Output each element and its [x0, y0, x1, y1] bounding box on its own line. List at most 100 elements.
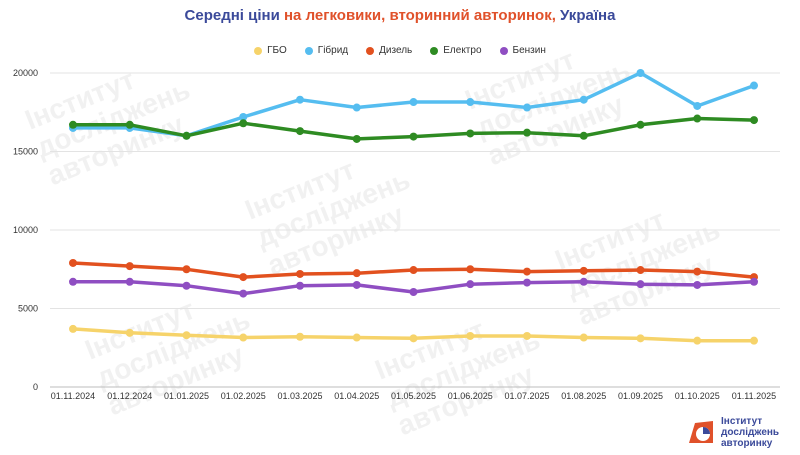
data-point: [636, 280, 645, 289]
logo-line1: Інститут: [721, 415, 763, 427]
legend-item: Дизель: [366, 45, 412, 56]
data-point: [125, 277, 134, 286]
y-tick-label: 5000: [18, 304, 38, 314]
legend-dot-icon: [366, 46, 375, 55]
data-point: [409, 98, 418, 107]
legend-label: Бензин: [512, 45, 546, 56]
logo-line3: авторинку: [721, 437, 773, 449]
data-point: [69, 120, 77, 129]
data-point: [693, 267, 702, 276]
data-point: [466, 98, 475, 107]
data-point: [239, 289, 248, 298]
title-part2: на легковики, вторинний авторинок,: [284, 7, 556, 24]
series-lines: [69, 69, 758, 345]
x-tick-label: 01.07.2025: [504, 391, 549, 401]
institute-logo: Інститут досліджень авторинку: [686, 413, 798, 451]
legend-dot-icon: [304, 46, 313, 55]
data-point: [693, 114, 702, 123]
data-point: [579, 333, 588, 342]
x-axis-ticks: 01.11.2024 01.12.2024 01.01.2025 01.02.2025…: [51, 391, 776, 401]
legend-dot-icon: [499, 46, 508, 55]
data-point: [523, 331, 531, 340]
data-point: [352, 333, 361, 342]
data-point: [182, 265, 191, 274]
x-tick-label: 01.02.2025: [221, 391, 266, 401]
data-point: [409, 132, 418, 141]
data-point: [352, 269, 361, 278]
legend-dot-icon: [254, 46, 263, 55]
data-point: [750, 116, 758, 125]
legend-item: Гібрид: [304, 45, 349, 56]
logo-text: Інститут досліджень авторинку: [721, 416, 779, 449]
legend-label: Гібрид: [317, 45, 349, 56]
data-point: [579, 131, 588, 140]
data-point: [523, 103, 531, 112]
data-point: [409, 288, 418, 297]
data-point: [296, 332, 304, 341]
title-part3: Україна: [560, 7, 616, 24]
data-point: [69, 277, 77, 286]
legend-item: Електро: [430, 45, 482, 56]
data-point: [466, 129, 475, 138]
data-point: [579, 95, 588, 104]
data-point: [125, 120, 134, 129]
x-tick-label: 01.09.2025: [618, 391, 663, 401]
data-point: [750, 277, 758, 286]
y-tick-label: 20000: [13, 68, 38, 78]
data-point: [636, 69, 645, 77]
x-tick-label: 01.11.2024: [51, 391, 95, 401]
data-point: [466, 331, 475, 340]
y-tick-label: 15000: [13, 147, 38, 157]
data-point: [296, 281, 304, 290]
data-point: [296, 95, 304, 104]
data-point: [523, 267, 531, 276]
data-point: [466, 280, 475, 289]
data-point: [182, 281, 191, 290]
y-tick-label: 10000: [13, 225, 38, 235]
data-point: [125, 328, 134, 337]
legend-label: Електро: [443, 45, 482, 56]
data-point: [636, 334, 645, 343]
x-tick-label: 01.11.2025: [732, 391, 776, 401]
x-tick-label: 01.04.2025: [334, 391, 379, 401]
data-point: [69, 258, 77, 267]
logo-line2: досліджень: [721, 426, 780, 438]
y-axis-ticks: 0 5000 10000 15000 20000: [13, 68, 38, 392]
x-tick-label: 01.01.2025: [164, 391, 209, 401]
x-tick-label: 01.12.2024: [107, 391, 152, 401]
data-point: [466, 265, 475, 274]
data-point: [182, 131, 191, 140]
x-tick-label: 01.08.2025: [561, 391, 606, 401]
x-tick-label: 01.05.2025: [391, 391, 436, 401]
grid-lines: [50, 72, 780, 388]
data-point: [636, 266, 645, 275]
legend-item: ГБО: [254, 45, 287, 56]
data-point: [693, 336, 702, 345]
x-tick-label: 01.10.2025: [675, 391, 720, 401]
data-point: [352, 280, 361, 289]
data-point: [693, 101, 702, 110]
data-point: [750, 336, 758, 345]
data-point: [750, 81, 758, 90]
series-4: [69, 277, 758, 298]
title-part1: Середні ціни: [184, 7, 280, 24]
data-point: [409, 266, 418, 275]
data-point: [125, 262, 134, 271]
data-point: [352, 103, 361, 112]
chart-title: Середні ціни на легковики, вторинний авт…: [0, 7, 800, 24]
data-point: [579, 266, 588, 275]
data-point: [239, 112, 248, 121]
chart-legend: ГБО Гібрид Дизель Електро Бензин: [0, 45, 800, 56]
data-point: [239, 333, 248, 342]
legend-label: ГБО: [267, 45, 287, 56]
data-point: [523, 278, 531, 287]
data-point: [352, 134, 361, 143]
legend-label: Дизель: [379, 45, 413, 56]
data-point: [69, 324, 77, 333]
